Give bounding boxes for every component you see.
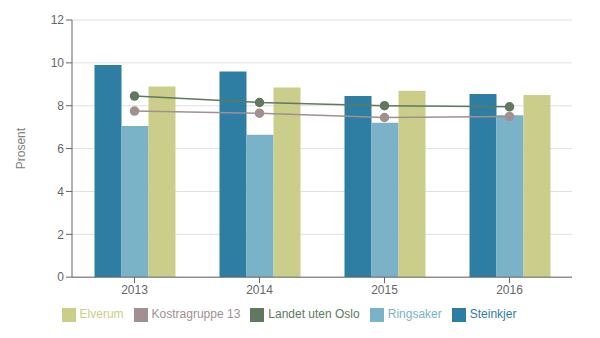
svg-text:2014: 2014 — [246, 283, 273, 297]
svg-text:2016: 2016 — [496, 283, 523, 297]
svg-text:6: 6 — [57, 142, 64, 156]
html-text:Landet uten Oslo: Landet uten Oslo — [268, 307, 360, 322]
svg-text:Prosent: Prosent — [14, 127, 28, 169]
html-text:Kostragruppe 13: Kostragruppe 13 — [151, 307, 241, 322]
svg-text:8: 8 — [57, 99, 64, 113]
html-text:Ringsaker: Ringsaker — [387, 307, 442, 322]
html-text:Elverum: Elverum — [79, 307, 124, 322]
html-text:Steinkjer: Steinkjer — [469, 307, 517, 322]
svg-text:0: 0 — [57, 270, 64, 284]
svg-text:2013: 2013 — [121, 283, 148, 297]
svg-text:2015: 2015 — [371, 283, 398, 297]
svg-text:10: 10 — [51, 56, 65, 70]
svg-text:2: 2 — [57, 228, 64, 242]
svg-text:12: 12 — [51, 13, 65, 27]
svg-text:4: 4 — [57, 185, 64, 199]
